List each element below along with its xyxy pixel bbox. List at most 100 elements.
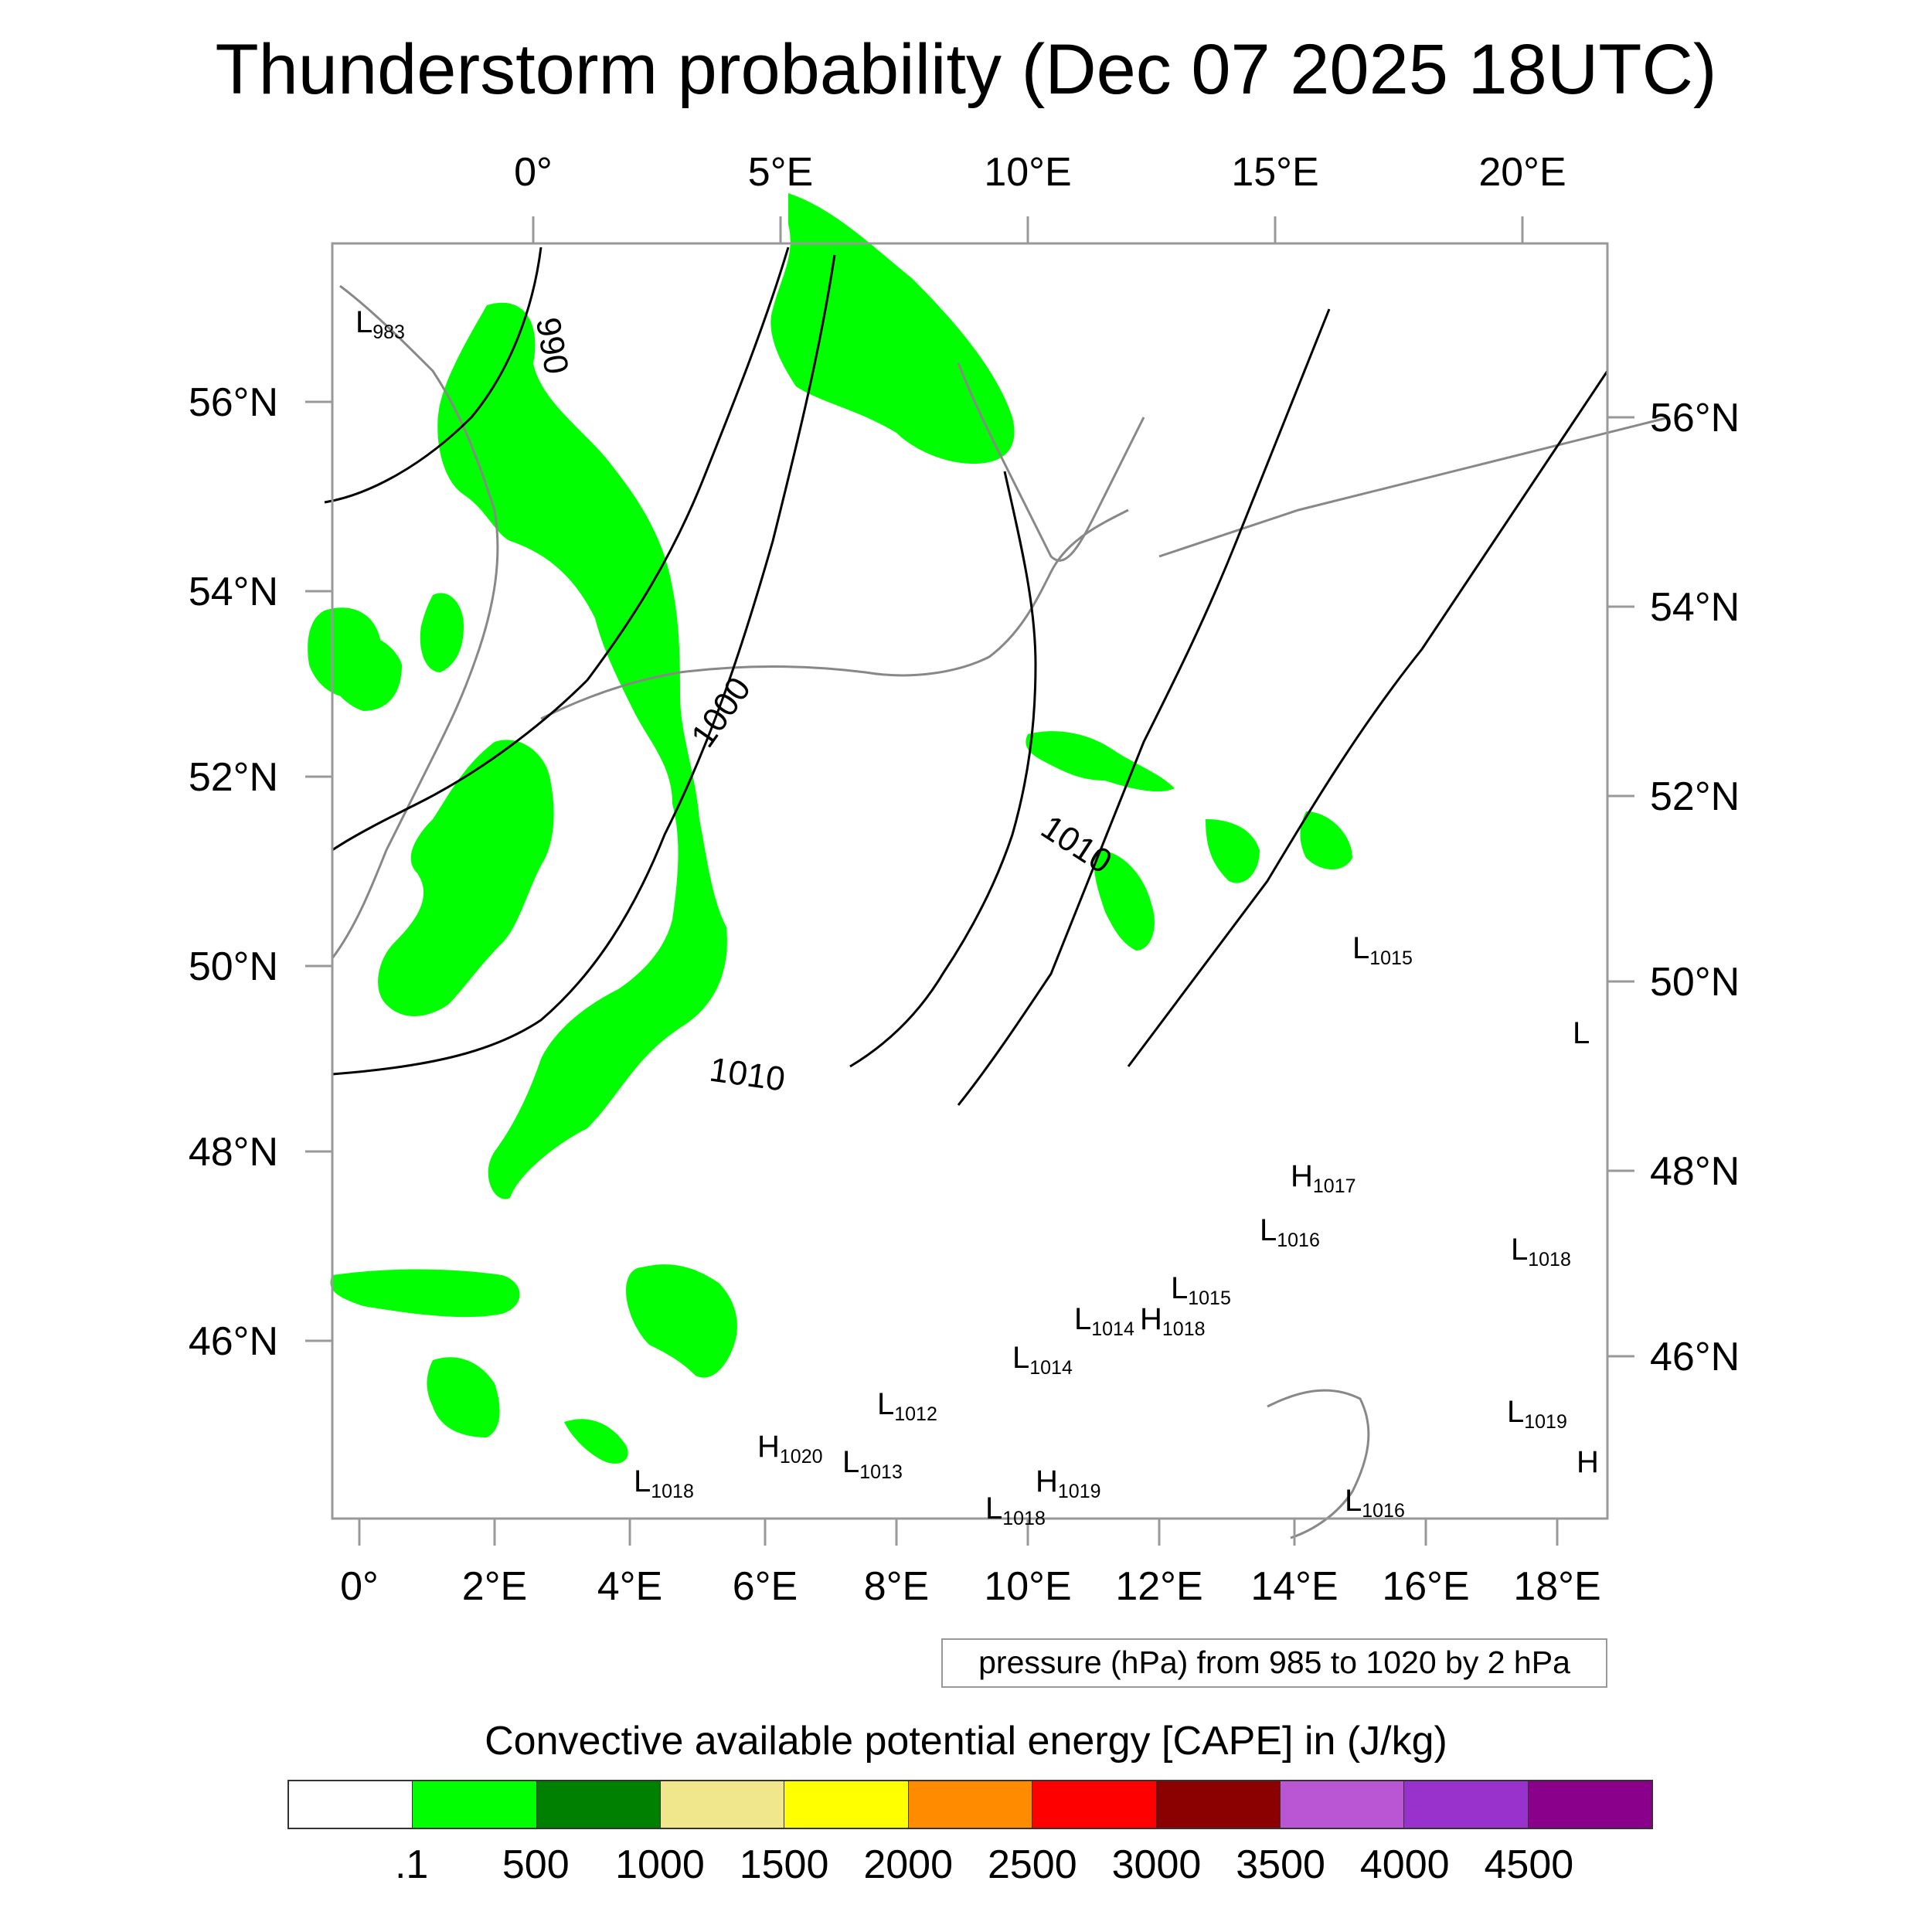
colorbar-title: Convective available potential energy [C… xyxy=(485,1719,1447,1764)
graticule-left xyxy=(305,400,332,1342)
right-lat-label: 52°N xyxy=(1650,774,1740,819)
cape-area-denmark-sw xyxy=(1026,731,1175,792)
top-lon-label: 5°E xyxy=(748,150,813,195)
isobar-1010-west xyxy=(332,254,836,1076)
pressure-center: L1016 xyxy=(1260,1213,1320,1251)
pressure-center: L1018 xyxy=(634,1464,694,1502)
isobar-label: 990 xyxy=(529,315,576,377)
top-lon-label: 10°E xyxy=(984,150,1071,195)
right-lat-label: 48°N xyxy=(1650,1149,1740,1194)
cape-area-north-sea xyxy=(437,302,727,1199)
colorbar-swatch xyxy=(784,1781,909,1828)
pressure-center: H1017 xyxy=(1291,1159,1356,1197)
top-lon-label: 15°E xyxy=(1231,150,1318,195)
colorbar-tick-label: 2500 xyxy=(987,1842,1077,1887)
colorbar-tick-label: 2000 xyxy=(863,1842,954,1887)
pressure-center: L1018 xyxy=(985,1492,1046,1529)
top-lon-label: 0° xyxy=(514,150,553,195)
pressure-center: L1014 xyxy=(1074,1302,1134,1340)
bottom-lon-label: 12°E xyxy=(1115,1564,1202,1609)
bottom-lon-label: 14°E xyxy=(1250,1564,1338,1609)
graticule-top xyxy=(532,216,1524,243)
left-lat-label: 54°N xyxy=(189,570,278,614)
colorbar-swatch xyxy=(289,1781,413,1828)
colorbar-tick-label: 3000 xyxy=(1111,1842,1202,1887)
cape-area-france-south xyxy=(427,1264,737,1464)
coast-uk xyxy=(331,284,499,959)
colorbar-swatch xyxy=(1032,1781,1157,1828)
colorbar-tick-label: .1 xyxy=(394,1842,429,1887)
colorbar xyxy=(287,1780,1653,1829)
bottom-lon-label: 18°E xyxy=(1513,1564,1600,1609)
pressure-center: L1019 xyxy=(1507,1395,1567,1433)
cape-area-channel xyxy=(378,740,554,1016)
left-lat-label: 50°N xyxy=(189,944,278,989)
pressure-center: H xyxy=(1577,1445,1599,1479)
colorbar-swatch xyxy=(536,1781,662,1828)
isobar-label: 1000 xyxy=(684,671,758,754)
left-lat-labels: 56°N 54°N 52°N 50°N 48°N 46°N xyxy=(189,380,278,1364)
cape-area-bay xyxy=(330,1269,520,1318)
colorbar-swatch xyxy=(1280,1781,1405,1828)
right-lat-label: 54°N xyxy=(1650,585,1740,630)
pressure-center: L1015 xyxy=(1352,931,1413,969)
colorbar-swatch xyxy=(1404,1781,1529,1828)
pressure-center: L983 xyxy=(355,305,405,343)
pressure-center: H1018 xyxy=(1140,1302,1206,1340)
colorbar-tick-label: 4500 xyxy=(1484,1842,1574,1887)
right-lat-label: 50°N xyxy=(1650,960,1740,1005)
left-lat-label: 56°N xyxy=(189,380,278,425)
isobar-990 xyxy=(324,247,543,504)
left-lat-label: 52°N xyxy=(189,755,278,800)
pressure-center: L1018 xyxy=(1511,1233,1571,1270)
bottom-lon-label: 16°E xyxy=(1382,1564,1469,1609)
colorbar-tick-label: 1500 xyxy=(739,1842,829,1887)
map-frame xyxy=(331,242,1609,1520)
right-lat-label: 56°N xyxy=(1650,396,1740,440)
pressure-center: L xyxy=(1573,1016,1590,1050)
colorbar-tick-label: 500 xyxy=(502,1842,570,1887)
cape-fill-layer xyxy=(308,193,1352,1464)
isobar-label: 1010 xyxy=(707,1051,787,1099)
pressure-center: L1012 xyxy=(877,1387,937,1425)
isobar-1000 xyxy=(332,247,790,852)
graticule-bottom xyxy=(358,1519,1559,1546)
pressure-center-labels: L983 L1015 L H1017 L1016 L1018 L1015 L10… xyxy=(355,305,1599,1529)
cape-area-brittany xyxy=(325,631,402,711)
isobar-east-2 xyxy=(1127,370,1609,1067)
isobar-labels: 990 1000 1010 1010 xyxy=(529,315,1119,1099)
right-lat-labels: 56°N 54°N 52°N 50°N 48°N 46°N xyxy=(1650,396,1740,1379)
pressure-center: H1019 xyxy=(1036,1464,1101,1502)
right-lat-label: 46°N xyxy=(1650,1335,1740,1379)
cape-area-central-eu xyxy=(1094,811,1352,951)
bottom-lon-label: 10°E xyxy=(984,1564,1071,1609)
coast-baltic xyxy=(1158,416,1670,558)
cape-area-belgium xyxy=(770,193,1015,464)
isobar-layer xyxy=(324,247,1609,1106)
isobar-east-1 xyxy=(957,308,1331,1106)
colorbar-tick-label: 4000 xyxy=(1359,1842,1450,1887)
bottom-lon-label: 6°E xyxy=(733,1564,798,1609)
colorbar-swatch xyxy=(661,1781,785,1828)
chart-title: Thunderstorm probability (Dec 07 2025 18… xyxy=(215,30,1717,109)
colorbar-swatch xyxy=(1528,1781,1651,1828)
graticule-right xyxy=(1607,416,1634,1358)
pressure-caption: pressure (hPa) from 985 to 1020 by 2 hPa xyxy=(941,1638,1607,1688)
left-lat-label: 46°N xyxy=(189,1319,278,1364)
coast-continent xyxy=(540,509,1129,720)
bottom-lon-label: 0° xyxy=(340,1564,379,1609)
pressure-center: L1016 xyxy=(1345,1484,1405,1522)
pressure-center: H1020 xyxy=(757,1430,823,1468)
bottom-lon-label: 8°E xyxy=(864,1564,929,1609)
pressure-center: L1013 xyxy=(842,1445,903,1483)
top-lon-labels: 0° 5°E 10°E 15°E 20°E xyxy=(514,150,1566,195)
pressure-center: L1014 xyxy=(1012,1341,1073,1379)
colorbar-labels: .1 500 1000 1500 2000 2500 3000 3500 400… xyxy=(287,1838,1653,1892)
colorbar-tick-label: 3500 xyxy=(1236,1842,1325,1887)
colorbar-swatch xyxy=(1156,1781,1281,1828)
map-frame-and-grid xyxy=(305,216,1634,1546)
coast-denmark xyxy=(957,362,1145,562)
top-lon-label: 20°E xyxy=(1478,150,1566,195)
colorbar-swatch xyxy=(908,1781,1033,1828)
